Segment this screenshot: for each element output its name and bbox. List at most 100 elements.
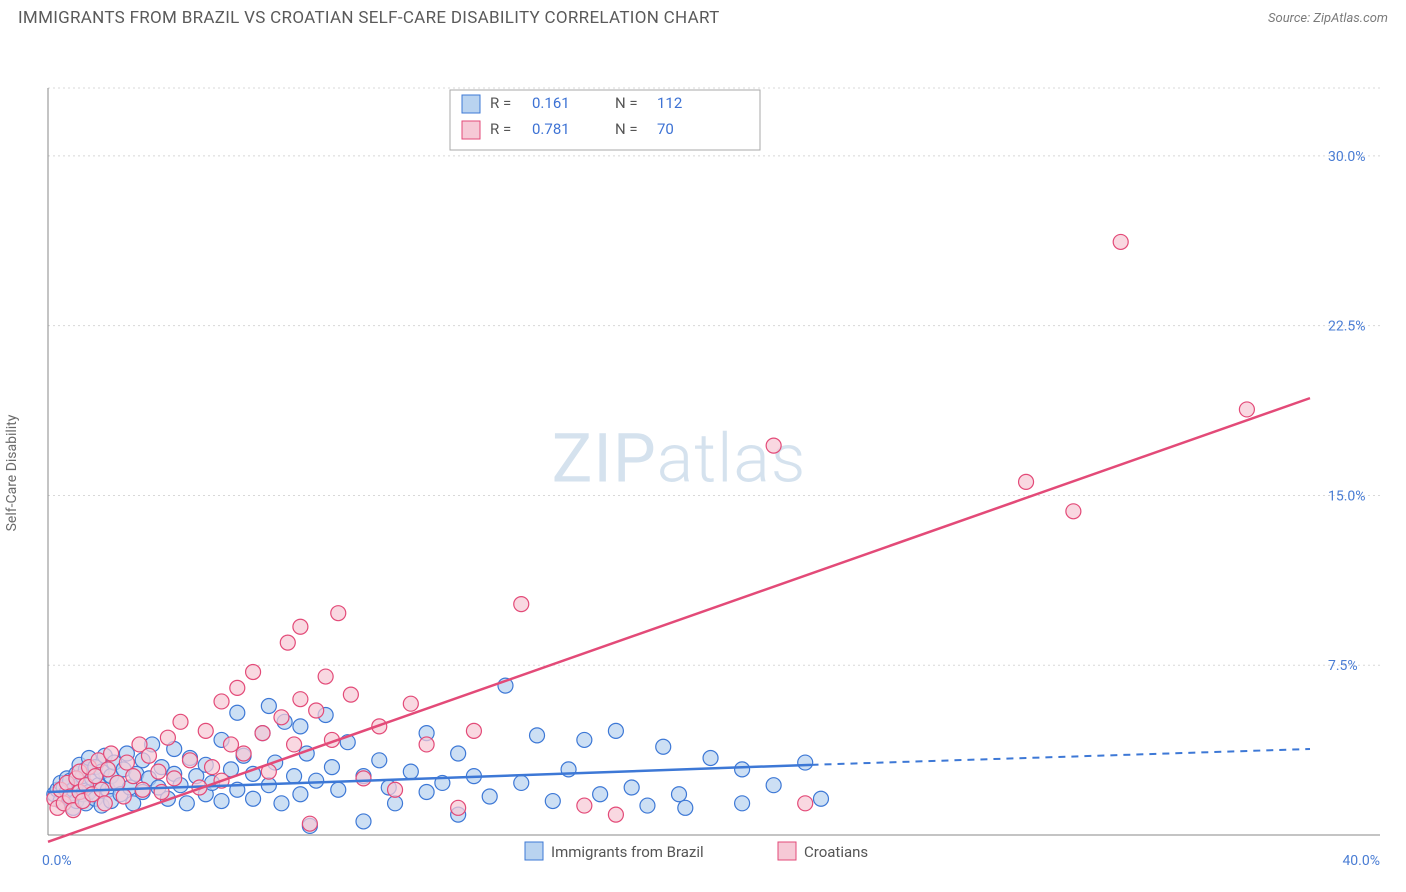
data-point-brazil	[331, 782, 346, 797]
data-point-brazil	[593, 787, 608, 802]
data-point-croatians	[119, 755, 134, 770]
x-tick-label: 40.0%	[1342, 853, 1380, 869]
data-point-croatians	[1066, 504, 1081, 519]
data-point-brazil	[656, 739, 671, 754]
data-point-croatians	[798, 796, 813, 811]
data-point-brazil	[545, 794, 560, 809]
data-point-croatians	[182, 753, 197, 768]
data-point-brazil	[388, 796, 403, 811]
data-point-brazil	[678, 800, 693, 815]
data-point-brazil	[766, 778, 781, 793]
data-point-brazil	[293, 719, 308, 734]
watermark: ZIPatlas	[552, 419, 807, 499]
data-point-croatians	[230, 680, 245, 695]
data-point-croatians	[766, 438, 781, 453]
rbox-r-value: 0.781	[532, 120, 570, 138]
data-point-brazil	[419, 784, 434, 799]
data-point-croatians	[198, 723, 213, 738]
data-point-croatians	[255, 726, 270, 741]
rbox-r-label: R =	[490, 120, 511, 138]
y-tick-label: 7.5%	[1328, 658, 1358, 674]
data-point-brazil	[451, 746, 466, 761]
data-point-brazil	[214, 794, 229, 809]
data-point-brazil	[309, 773, 324, 788]
data-point-croatians	[318, 669, 333, 684]
data-point-croatians	[104, 746, 119, 761]
rbox-swatch-croatians	[462, 121, 480, 139]
data-point-croatians	[287, 737, 302, 752]
data-point-brazil	[293, 787, 308, 802]
data-point-brazil	[703, 751, 718, 766]
data-point-croatians	[293, 692, 308, 707]
data-point-croatians	[419, 737, 434, 752]
rbox-r-label: R =	[490, 94, 511, 112]
data-point-croatians	[160, 730, 175, 745]
chart-title: IMMIGRANTS FROM BRAZIL VS CROATIAN SELF-…	[18, 8, 720, 28]
data-point-brazil	[356, 814, 371, 829]
data-point-croatians	[1019, 474, 1034, 489]
legend-label-brazil: Immigrants from Brazil	[551, 843, 704, 861]
data-point-croatians	[514, 597, 529, 612]
data-point-brazil	[230, 705, 245, 720]
data-point-brazil	[274, 796, 289, 811]
data-point-croatians	[100, 762, 115, 777]
data-point-croatians	[309, 703, 324, 718]
data-point-croatians	[356, 771, 371, 786]
data-point-croatians	[205, 760, 220, 775]
y-tick-label: 15.0%	[1328, 488, 1366, 504]
x-tick-label: 0.0%	[42, 853, 72, 869]
data-point-croatians	[466, 723, 481, 738]
data-point-croatians	[608, 807, 623, 822]
data-point-brazil	[640, 798, 655, 813]
data-point-brazil	[735, 796, 750, 811]
data-point-croatians	[173, 714, 188, 729]
y-tick-label: 22.5%	[1328, 319, 1366, 335]
data-point-brazil	[530, 728, 545, 743]
data-point-croatians	[116, 789, 131, 804]
data-point-croatians	[1239, 402, 1254, 417]
data-point-croatians	[1113, 234, 1128, 249]
data-point-croatians	[223, 737, 238, 752]
data-point-brazil	[179, 796, 194, 811]
data-point-croatians	[214, 694, 229, 709]
data-point-brazil	[514, 775, 529, 790]
data-point-brazil	[324, 760, 339, 775]
data-point-brazil	[372, 753, 387, 768]
data-point-croatians	[151, 764, 166, 779]
data-point-croatians	[293, 619, 308, 634]
data-point-brazil	[287, 769, 302, 784]
data-point-brazil	[608, 723, 623, 738]
data-point-brazil	[798, 755, 813, 770]
data-point-croatians	[246, 665, 261, 680]
data-point-croatians	[126, 769, 141, 784]
data-point-brazil	[482, 789, 497, 804]
data-point-brazil	[624, 780, 639, 795]
data-point-croatians	[451, 800, 466, 815]
legend-label-croatians: Croatians	[804, 843, 868, 861]
data-point-brazil	[261, 698, 276, 713]
data-point-brazil	[813, 791, 828, 806]
data-point-brazil	[672, 787, 687, 802]
data-point-croatians	[167, 771, 182, 786]
data-point-croatians	[236, 746, 251, 761]
data-point-croatians	[343, 687, 358, 702]
rbox-r-value: 0.161	[532, 94, 570, 112]
data-point-brazil	[577, 732, 592, 747]
data-point-croatians	[388, 782, 403, 797]
legend-swatch-croatians	[778, 842, 796, 860]
data-point-croatians	[280, 635, 295, 650]
data-point-brazil	[735, 762, 750, 777]
legend-swatch-brazil	[525, 842, 543, 860]
y-axis-label: Self-Care Disability	[4, 415, 20, 532]
scatter-chart-svg: 7.5%15.0%22.5%30.0%ZIPatlas0.0%40.0%R =0…	[0, 40, 1406, 890]
chart-area: Self-Care Disability 7.5%15.0%22.5%30.0%…	[0, 40, 1406, 890]
data-point-croatians	[403, 696, 418, 711]
data-point-croatians	[331, 606, 346, 621]
data-point-croatians	[274, 710, 289, 725]
rbox-swatch-brazil	[462, 95, 480, 113]
trend-line-dash-brazil	[812, 749, 1310, 765]
data-point-croatians	[302, 816, 317, 831]
rbox-n-label: N =	[615, 94, 638, 112]
data-point-brazil	[246, 791, 261, 806]
data-point-croatians	[97, 796, 112, 811]
